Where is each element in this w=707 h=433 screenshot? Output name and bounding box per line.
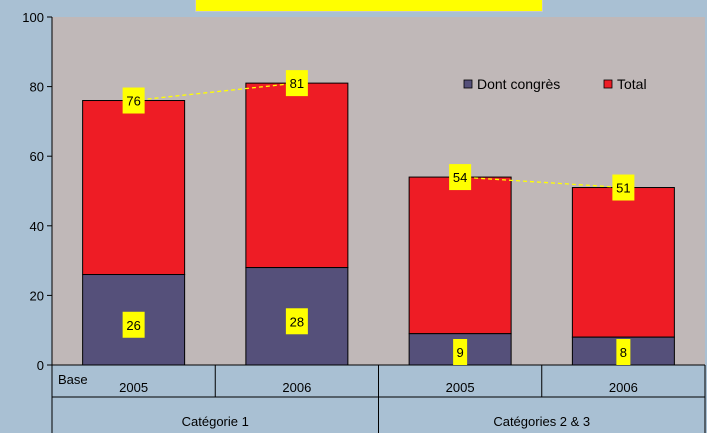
chart-title-banner [195,0,543,12]
bar-total [82,100,186,276]
x-group-label: Catégories 2 & 3 [493,414,590,429]
data-label-total: 51 [616,181,630,196]
data-label-total: 54 [453,170,467,185]
data-label-total-bg [285,70,308,97]
data-label-dont-congres-bg [285,308,308,335]
data-label-total-bg [449,164,472,191]
data-label-dont-congres: 26 [126,318,140,333]
x-tick-label-year: 2005 [446,380,475,395]
data-label-dont-congres-bg [616,339,631,365]
bar-total [245,82,349,269]
legend-swatch-dont-congres [463,79,473,89]
y-tick-label: 40 [30,219,44,234]
data-label-total: 76 [126,94,140,109]
legend: Dont congrès Total [463,76,647,92]
data-label-total-bg [612,174,635,201]
data-label-dont-congres-bg [122,311,145,338]
data-label-dont-congres: 8 [620,345,627,360]
legend-swatch-total [603,79,613,89]
data-label-total-bg [122,87,145,114]
x-tick-label-year: 2005 [119,380,148,395]
bar-total [571,187,675,338]
y-tick-label: 0 [37,358,44,373]
x-tick-label-year: 2006 [609,380,638,395]
legend-label-total: Total [617,76,647,92]
legend-label-dont-congres: Dont congrès [477,76,560,92]
y-tick-label: 80 [30,80,44,95]
y-tick-label: 100 [22,10,44,25]
y-tick-label: 20 [30,288,44,303]
data-label-dont-congres-bg [453,339,468,365]
trend-line [460,176,624,189]
x-group-label: Catégorie 1 [182,414,249,429]
data-label-dont-congres: 28 [290,314,304,329]
y-tick-label: 60 [30,149,44,164]
trend-line [133,82,297,102]
data-label-total: 81 [290,76,304,91]
bar-total [408,176,512,335]
x-tick-label-year: 2006 [282,380,311,395]
data-label-dont-congres: 9 [457,345,464,360]
x-axis-base-label: Base [58,372,88,387]
